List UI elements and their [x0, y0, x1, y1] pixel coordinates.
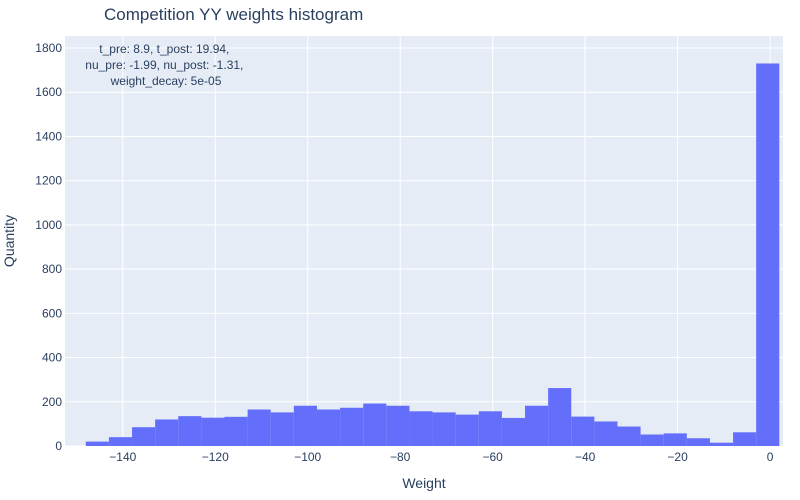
x-tick-label: −20 — [667, 450, 688, 464]
y-tick-label: 0 — [55, 439, 62, 453]
x-axis-ticks: −140 −120 −100 −80 −60 −40 −20 0 — [109, 450, 773, 464]
histogram-bar — [108, 437, 133, 446]
x-tick-label: −60 — [482, 450, 503, 464]
y-axis-ticks: 0 200 400 600 800 1000 1200 1400 1600 1800 — [35, 41, 62, 453]
chart-title: Competition YY weights histogram — [104, 5, 363, 24]
histogram-bar — [293, 405, 317, 446]
histogram-bar — [709, 442, 734, 446]
histogram-bar — [455, 414, 479, 446]
y-tick-label: 200 — [42, 395, 62, 409]
parameter-annotation: t_pre: 8.9, t_post: 19.94, nu_pre: -1.99… — [85, 42, 246, 88]
plot-area — [65, 36, 783, 446]
histogram-bar — [155, 419, 179, 446]
y-tick-label: 800 — [42, 262, 62, 276]
x-tick-label: 0 — [767, 450, 774, 464]
histogram-bar — [548, 388, 572, 446]
histogram-bar — [386, 405, 410, 446]
histogram-bar — [178, 416, 202, 446]
annotation-line: weight_decay: 5e-05 — [110, 74, 222, 88]
y-tick-label: 1200 — [35, 174, 62, 188]
histogram-bar — [85, 441, 109, 446]
histogram-bar — [594, 421, 618, 446]
y-tick-label: 1000 — [35, 218, 62, 232]
histogram-bar — [756, 63, 780, 446]
histogram-bar — [340, 407, 364, 446]
histogram-bars — [85, 63, 780, 446]
histogram-bar — [432, 412, 456, 446]
histogram-bar — [363, 403, 387, 446]
histogram-bar — [409, 411, 433, 446]
histogram-bar — [501, 417, 526, 446]
histogram-bar — [640, 434, 664, 446]
histogram-bar — [316, 409, 341, 446]
histogram-bar — [224, 416, 248, 446]
annotation-line: nu_pre: -1.99, nu_post: -1.31, — [85, 58, 243, 72]
x-tick-label: −80 — [390, 450, 411, 464]
histogram-bar — [686, 438, 710, 446]
x-tick-label: −120 — [202, 450, 229, 464]
histogram-bar — [478, 411, 502, 446]
x-tick-label: −40 — [575, 450, 596, 464]
histogram-bar — [201, 417, 225, 446]
x-tick-label: −140 — [109, 450, 136, 464]
histogram-bar — [270, 412, 294, 446]
x-tick-label: −100 — [294, 450, 321, 464]
histogram-bar — [663, 433, 687, 446]
y-tick-label: 1400 — [35, 129, 62, 143]
histogram-bar — [132, 427, 156, 446]
y-tick-label: 600 — [42, 306, 62, 320]
histogram-bar — [733, 432, 757, 446]
histogram-bar — [247, 409, 271, 446]
histogram-bar — [525, 405, 549, 446]
y-tick-label: 1800 — [35, 41, 62, 55]
histogram-bar — [617, 426, 641, 446]
histogram-bar — [571, 416, 595, 446]
y-tick-label: 400 — [42, 351, 62, 365]
y-tick-label: 1600 — [35, 85, 62, 99]
annotation-line: t_pre: 8.9, t_post: 19.94, — [99, 42, 229, 56]
x-axis-title: Weight — [402, 475, 445, 491]
y-axis-title: Quantity — [1, 215, 17, 267]
